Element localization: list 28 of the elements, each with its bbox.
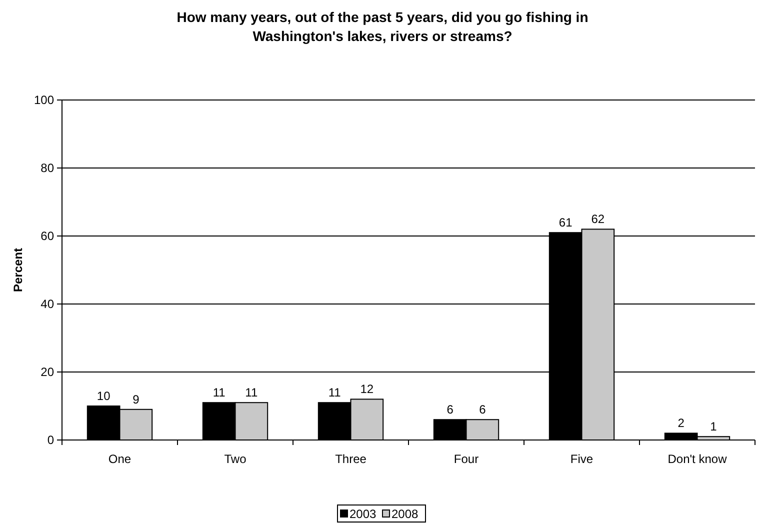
data-label: 61 <box>558 216 573 230</box>
chart-title: How many years, out of the past 5 years, did you go fishing in Washington's lakes, rivers or streams? <box>176 9 588 44</box>
data-label: 2 <box>678 416 685 430</box>
legend-label: 2003 <box>350 507 377 521</box>
data-label: 10 <box>96 389 111 403</box>
y-tick-label: 80 <box>40 161 54 175</box>
x-tick-label: Four <box>454 452 479 466</box>
data-label: 6 <box>446 402 454 417</box>
legend-label: 2008 <box>392 507 419 521</box>
y-tick-label: 20 <box>40 365 54 379</box>
y-tick-label: 100 <box>34 93 54 107</box>
data-label: 11 <box>212 386 226 400</box>
data-label: 1 <box>710 420 718 434</box>
x-tick-label: One <box>108 452 132 466</box>
y-tick-label: 60 <box>40 229 54 243</box>
x-tick-label: Three <box>335 452 367 466</box>
x-tick-label: Don't know <box>668 452 728 466</box>
data-label: 6 <box>479 402 486 417</box>
y-tick-label: 0 <box>47 433 54 447</box>
data-label: 11 <box>245 386 258 400</box>
data-label: 11 <box>328 386 342 400</box>
y-tick-label: 40 <box>40 297 54 311</box>
data-label: 12 <box>360 382 374 396</box>
data-label: 9 <box>132 392 140 406</box>
x-tick-label: Two <box>224 452 247 466</box>
data-label: 62 <box>591 212 605 226</box>
y-axis-title: Percent <box>11 248 25 292</box>
x-tick-label: Five <box>570 452 594 466</box>
